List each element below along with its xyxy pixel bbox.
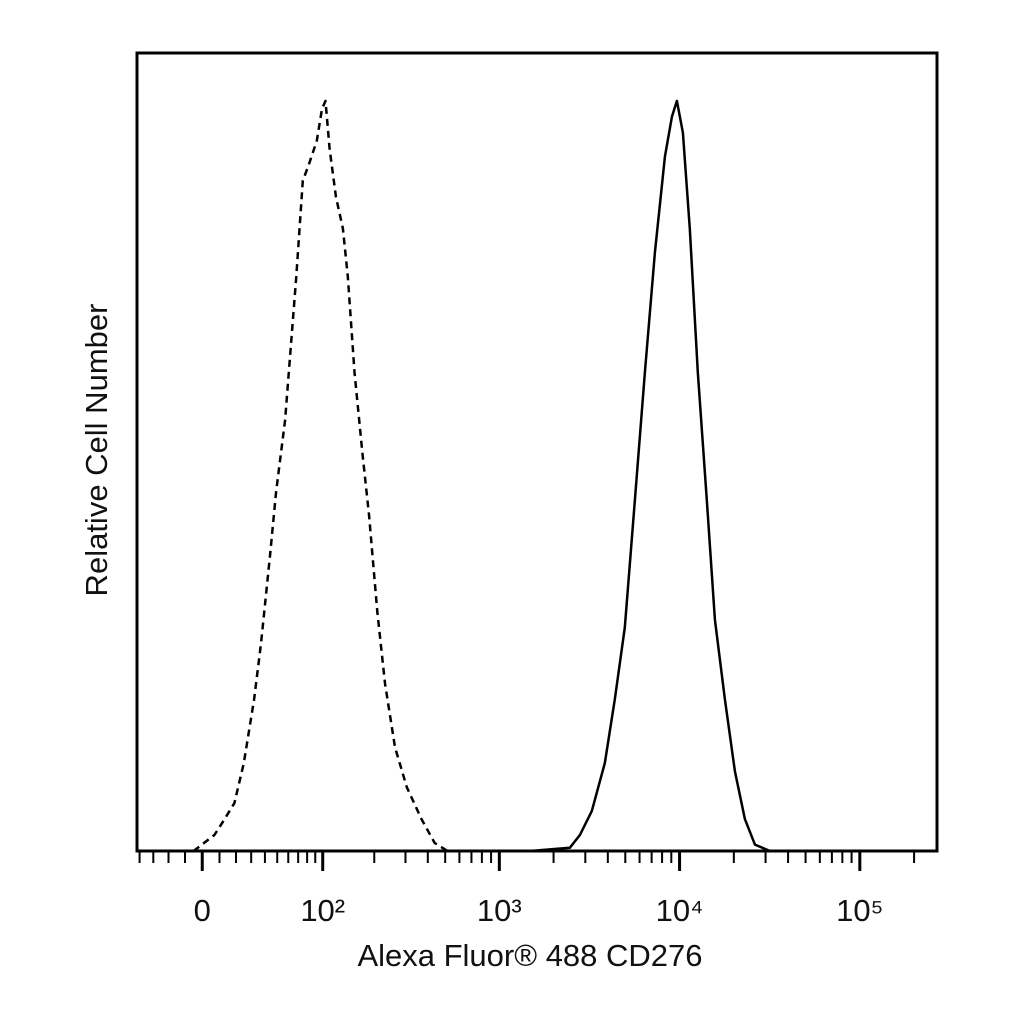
x-tick-label: 10⁵ <box>836 893 883 928</box>
x-axis-label: Alexa Fluor® 488 CD276 <box>357 938 702 973</box>
x-tick-label: 10³ <box>477 893 522 928</box>
histogram-line <box>192 99 449 853</box>
histogram-line <box>529 99 771 853</box>
y-axis-label: Relative Cell Number <box>79 304 114 597</box>
plot-frame <box>135 51 939 853</box>
x-tick-label: 10⁴ <box>656 893 704 928</box>
x-tick-label: 10² <box>300 893 345 928</box>
x-tick-label: 0 <box>194 893 211 928</box>
